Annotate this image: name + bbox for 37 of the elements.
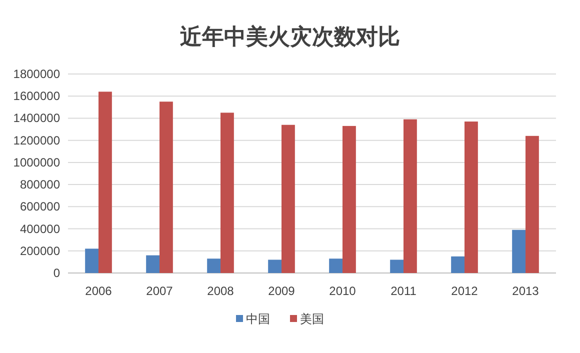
x-tick-label: 2013: [512, 284, 540, 298]
bar: [390, 260, 404, 273]
y-tick-label: 0: [53, 266, 60, 280]
bar: [207, 258, 220, 273]
y-tick-label: 400000: [20, 222, 60, 236]
bar: [342, 126, 356, 273]
chart-title: 近年中美火灾次数对比: [179, 24, 400, 49]
bar: [268, 260, 282, 273]
y-tick-label: 1800000: [13, 67, 60, 81]
x-tick-label: 2006: [85, 284, 112, 298]
y-tick-label: 1200000: [13, 133, 60, 148]
legend-label: 中国: [246, 312, 270, 326]
bar: [160, 102, 173, 273]
y-tick-label: 1400000: [13, 111, 60, 126]
bar: [220, 112, 234, 273]
bar: [85, 248, 98, 273]
y-tick-label: 1000000: [13, 155, 60, 170]
legend-label: 美国: [300, 312, 324, 326]
bar: [282, 124, 295, 273]
bar: [451, 256, 464, 273]
x-tick-label: 2012: [451, 284, 478, 298]
x-tick-label: 2009: [268, 284, 296, 298]
y-tick-label: 800000: [20, 178, 60, 192]
x-tick-label: 2007: [146, 284, 174, 298]
bar: [404, 119, 417, 273]
bar: [464, 122, 478, 273]
bar: [526, 136, 539, 273]
bar: [329, 258, 342, 273]
bar: [512, 230, 526, 273]
y-tick-label: 200000: [20, 244, 60, 258]
x-tick-label: 2008: [207, 284, 234, 298]
x-tick-label: 2011: [390, 284, 417, 298]
bar: [146, 255, 160, 273]
y-tick-label: 1600000: [13, 89, 60, 104]
x-tick-label: 2010: [329, 284, 356, 298]
y-tick-label: 600000: [20, 200, 60, 214]
bar: [98, 92, 112, 273]
